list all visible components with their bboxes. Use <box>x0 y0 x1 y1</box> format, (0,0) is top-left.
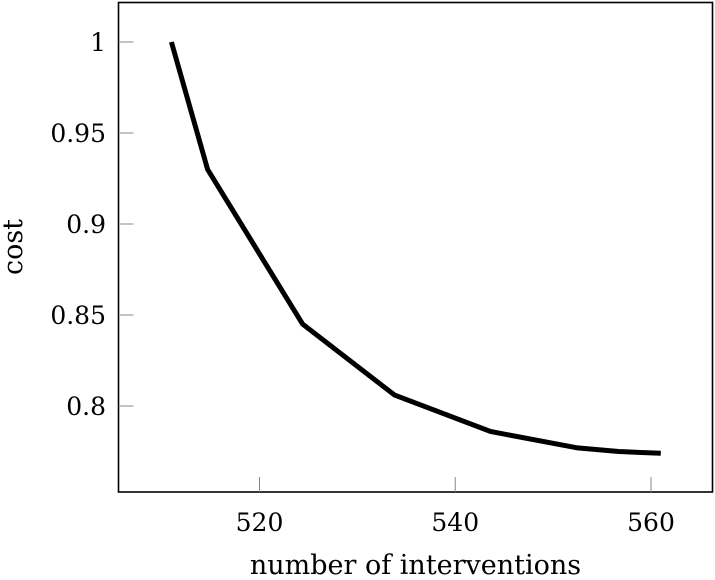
y-axis-ticks: 0.8 0.85 0.9 0.95 1 <box>50 28 134 421</box>
cost-line <box>168 41 661 456</box>
y-tick-label: 1 <box>90 28 106 57</box>
x-axis-label: number of interventions <box>250 550 581 580</box>
plot-frame <box>117 1 714 493</box>
y-tick-label: 0.9 <box>66 210 106 239</box>
y-tick-label: 0.95 <box>50 119 106 148</box>
x-tick-label: 560 <box>627 508 675 537</box>
y-axis-label: cost <box>0 219 29 275</box>
x-axis-ticks: 520 540 560 <box>236 477 675 537</box>
x-tick-label: 520 <box>236 508 284 537</box>
y-tick-label: 0.8 <box>66 392 106 421</box>
x-tick-label: 540 <box>431 508 479 537</box>
y-tick-label: 0.85 <box>50 301 106 330</box>
